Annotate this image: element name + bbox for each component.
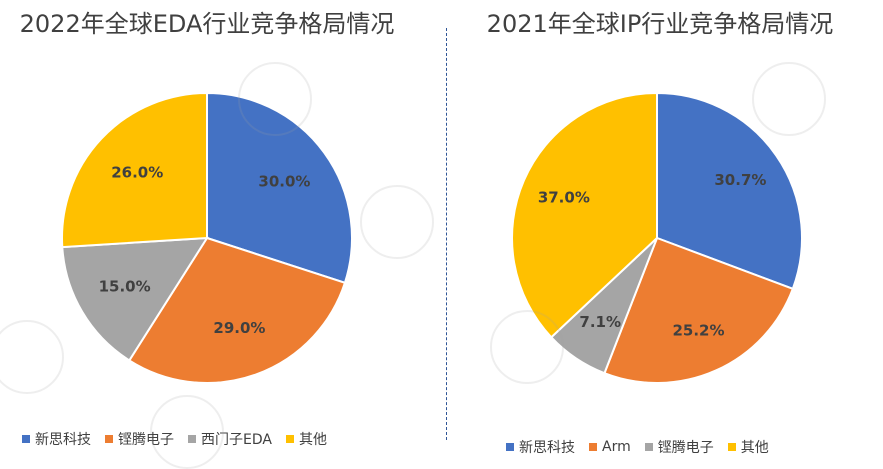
eda-chart-panel: 2022年全球EDA行业竞争格局情况 30.0% 29.0% 15.0% 26.0% …	[0, 0, 440, 465]
eda-slice-others	[61, 91, 208, 249]
legend-label: Arm	[602, 439, 631, 455]
legend-label: 新思科技	[519, 440, 575, 456]
eda-legend-item-synopsys: 新思科技	[22, 429, 91, 449]
ip-slice-synopsys	[656, 91, 803, 291]
legend-swatch	[644, 443, 653, 451]
panel-divider	[446, 28, 447, 440]
ip-slice-label-others: 37.0%	[538, 189, 590, 207]
legend-label: 其他	[740, 440, 769, 456]
ip-slice-arm	[603, 236, 795, 384]
ip-chart-panel: 2021年全球IP行业竞争格局情况 30.7% 25.2% 7.1% 37.0% 新思…	[450, 0, 883, 465]
eda-pie-chart: 30.0% 29.0% 15.0% 26.0%	[61, 91, 353, 384]
ip-slice-label-synopsys: 30.7%	[714, 171, 766, 189]
eda-slice-label-siemens-eda: 15.0%	[99, 278, 151, 296]
eda-legend-item-others: 其他	[285, 429, 327, 449]
eda-slice-label-others: 26.0%	[111, 163, 163, 181]
legend-swatch	[727, 443, 736, 451]
ip-pie-chart: 30.7% 25.2% 7.1% 37.0%	[511, 91, 803, 384]
ip-slice-others	[511, 91, 658, 339]
ip-slice-label-cadence: 7.1%	[579, 313, 621, 331]
legend-swatch	[285, 435, 294, 443]
eda-slice-synopsys	[206, 91, 353, 285]
legend-label: 其他	[298, 432, 327, 448]
ip-legend-item-arm: Arm	[589, 439, 631, 455]
legend-label: 铿腾电子	[657, 440, 714, 456]
legend-swatch	[506, 443, 514, 451]
legend-swatch	[105, 435, 113, 443]
legend-label: 铿腾电子	[118, 432, 174, 448]
legend-label: 新思科技	[35, 432, 91, 448]
legend-swatch	[589, 443, 597, 451]
ip-legend-item-others: 其他	[727, 437, 769, 457]
eda-legend-item-siemens-eda: 西门子EDA	[188, 429, 272, 449]
ip-legend-item-cadence: 铿腾电子	[644, 437, 714, 457]
legend-label: 西门子EDA	[201, 432, 272, 448]
eda-slice-siemens-eda	[61, 236, 209, 362]
eda-slice-cadence	[127, 236, 347, 384]
ip-legend-item-synopsys: 新思科技	[506, 437, 575, 457]
eda-chart-title: 2022年全球EDA行业竞争格局情况	[19, 10, 395, 38]
eda-legend-item-cadence: 铿腾电子	[105, 429, 174, 449]
ip-slice-label-arm: 25.2%	[672, 322, 724, 340]
eda-slice-label-cadence: 29.0%	[213, 319, 265, 337]
ip-legend: 新思科技 Arm 铿腾电子 其他	[506, 437, 783, 457]
eda-legend: 新思科技 铿腾电子 西门子EDA 其他	[22, 429, 341, 449]
legend-swatch	[188, 435, 196, 443]
legend-swatch	[22, 435, 30, 443]
eda-slice-label-synopsys: 30.0%	[258, 173, 310, 191]
ip-chart-title: 2021年全球IP行业竞争格局情况	[486, 10, 834, 38]
